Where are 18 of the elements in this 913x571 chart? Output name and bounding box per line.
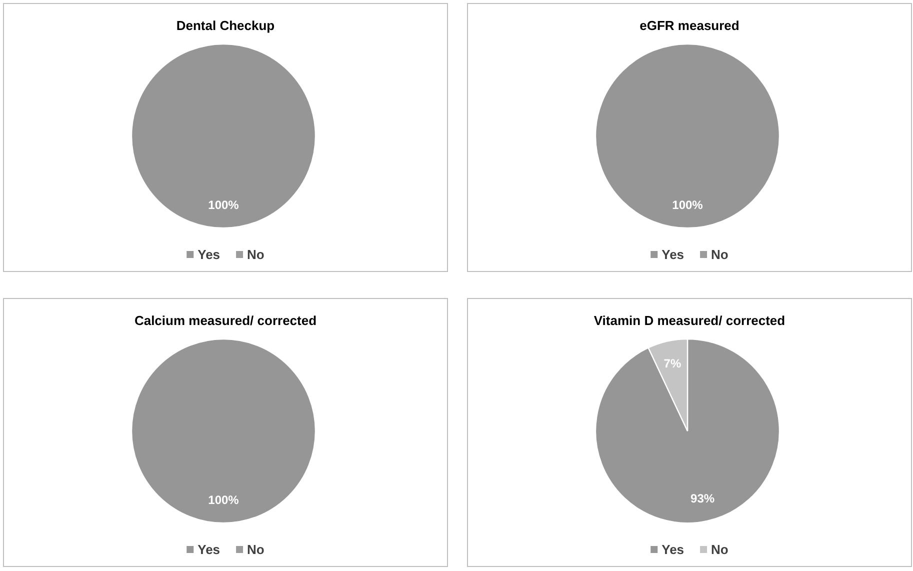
data-label: 100%: [672, 198, 704, 212]
legend-label: No: [711, 542, 728, 557]
legend-label: Yes: [198, 542, 220, 557]
legend-label: Yes: [662, 247, 684, 262]
data-label: 93%: [690, 491, 715, 506]
chart-title: Calcium measured/ corrected: [134, 313, 317, 328]
data-label: 7%: [664, 356, 682, 371]
chart-title: eGFR measured: [640, 18, 740, 33]
data-label: 100%: [208, 493, 240, 507]
legend-label: No: [711, 247, 728, 262]
legend-label: No: [247, 542, 264, 557]
chart-title: Vitamin D measured/ corrected: [594, 313, 786, 328]
legend-label: Yes: [198, 247, 220, 262]
data-label: 100%: [208, 198, 240, 212]
legend-label: Yes: [662, 542, 684, 557]
legend-label: No: [247, 247, 264, 262]
chart-title: Dental Checkup: [176, 18, 275, 33]
pie-slice: [594, 338, 780, 524]
